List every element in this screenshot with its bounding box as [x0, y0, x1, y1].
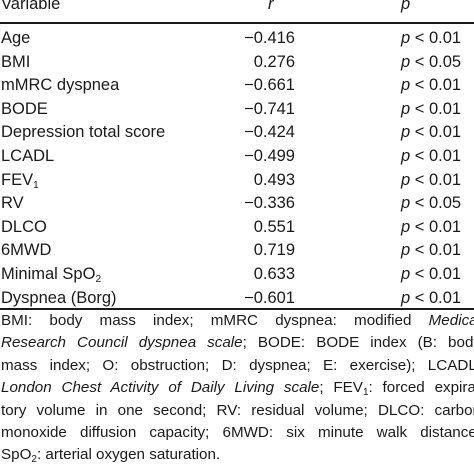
table-body: Age −0.416 p < 0.01 BMI 0.276 p < 0.05 mMRC dy…: [0, 27, 474, 310]
table-footnote: BMI: body mass index; mMRC dyspnea: modi…: [1, 310, 474, 467]
cell-r-value: −0.661: [244, 76, 295, 95]
table-row: DLCO 0.551 p < 0.01: [0, 216, 474, 240]
cell-variable: FEV1: [1, 170, 39, 191]
header-variable: Variable: [1, 0, 61, 13]
table-row: 6MWD 0.719 p < 0.01: [0, 239, 474, 263]
cell-p-value: p < 0.01: [401, 99, 462, 118]
cell-p-value: p < 0.01: [401, 146, 462, 165]
footnote-line: monoxide diffusion capacity; 6MWD: six m…: [1, 423, 474, 441]
cell-variable: Dyspnea (Borg): [1, 288, 117, 307]
cell-p-value: p < 0.01: [401, 264, 462, 283]
footnote-line: mass index; O: obstruction; D: dyspnea; …: [1, 356, 474, 374]
cell-r-value: 0.493: [253, 170, 295, 189]
cell-r-value: 0.551: [253, 217, 295, 236]
table-row: Depression total score −0.424 p < 0.01: [0, 121, 474, 145]
cell-p-value: p < 0.01: [401, 76, 462, 95]
cell-variable: BMI: [1, 52, 31, 71]
table-row: Minimal SpO2 0.633 p < 0.01: [0, 263, 474, 287]
cell-r-value: −0.424: [244, 123, 295, 142]
bottom-rule: [0, 308, 474, 310]
header-rule: [0, 22, 474, 24]
table-row: FEV1 0.493 p < 0.01: [0, 169, 474, 193]
table-header-row: Variable r p: [0, 0, 474, 22]
footnote-line: SpO2: arterial oxygen saturation.: [1, 446, 221, 466]
cell-p-value: p < 0.01: [401, 170, 462, 189]
footnote-line: London Chest Activity of Daily Living sc…: [1, 379, 474, 399]
correlation-table: Variable r p Age −0.416 p < 0.01 BMI 0.276 p …: [0, 0, 474, 310]
header-p: p: [401, 0, 411, 13]
cell-r-value: −0.601: [244, 288, 295, 307]
table-row: mMRC dyspnea −0.661 p < 0.01: [0, 74, 474, 98]
cell-variable: LCADL: [1, 146, 55, 165]
cell-r-value: −0.741: [244, 99, 295, 118]
cell-r-value: −0.416: [244, 29, 295, 47]
cell-r-value: 0.719: [253, 241, 295, 260]
cell-p-value: p < 0.05: [401, 52, 462, 71]
cell-variable: 6MWD: [1, 241, 52, 260]
cell-p-value: p < 0.01: [401, 241, 462, 260]
table-row: BMI 0.276 p < 0.05: [0, 51, 474, 75]
cell-variable: Depression total score: [1, 123, 166, 142]
footnote-line: Research Council dyspnea scale; BODE: BO…: [1, 334, 474, 352]
cell-p-value: p < 0.01: [401, 123, 462, 142]
cell-r-value: 0.276: [253, 52, 295, 71]
cell-r-value: 0.633: [253, 264, 295, 283]
footnote-line: tory volume in one second; RV: residual …: [1, 401, 474, 419]
table-row: Age −0.416 p < 0.01: [0, 27, 474, 51]
table-row: Dyspnea (Borg) −0.601 p < 0.01: [0, 287, 474, 311]
cell-variable: BODE: [1, 99, 48, 118]
table-row: LCADL −0.499 p < 0.01: [0, 145, 474, 169]
cell-p-value: p < 0.05: [401, 194, 462, 213]
cell-variable: mMRC dyspnea: [1, 76, 120, 95]
header-r: r: [268, 0, 274, 13]
cell-r-value: −0.499: [244, 146, 295, 165]
cell-p-value: p < 0.01: [401, 29, 462, 47]
cell-variable: Minimal SpO2: [1, 264, 102, 285]
cell-p-value: p < 0.01: [401, 217, 462, 236]
footnote-line: BMI: body mass index; mMRC dyspnea: modi…: [1, 312, 474, 329]
cell-variable: RV: [1, 194, 24, 213]
cell-variable: Age: [1, 29, 31, 47]
cell-r-value: −0.336: [244, 194, 295, 213]
cell-p-value: p < 0.01: [401, 288, 462, 307]
table-row: BODE −0.741 p < 0.01: [0, 98, 474, 122]
cell-variable: DLCO: [1, 217, 47, 236]
table-row: RV −0.336 p < 0.05: [0, 192, 474, 216]
